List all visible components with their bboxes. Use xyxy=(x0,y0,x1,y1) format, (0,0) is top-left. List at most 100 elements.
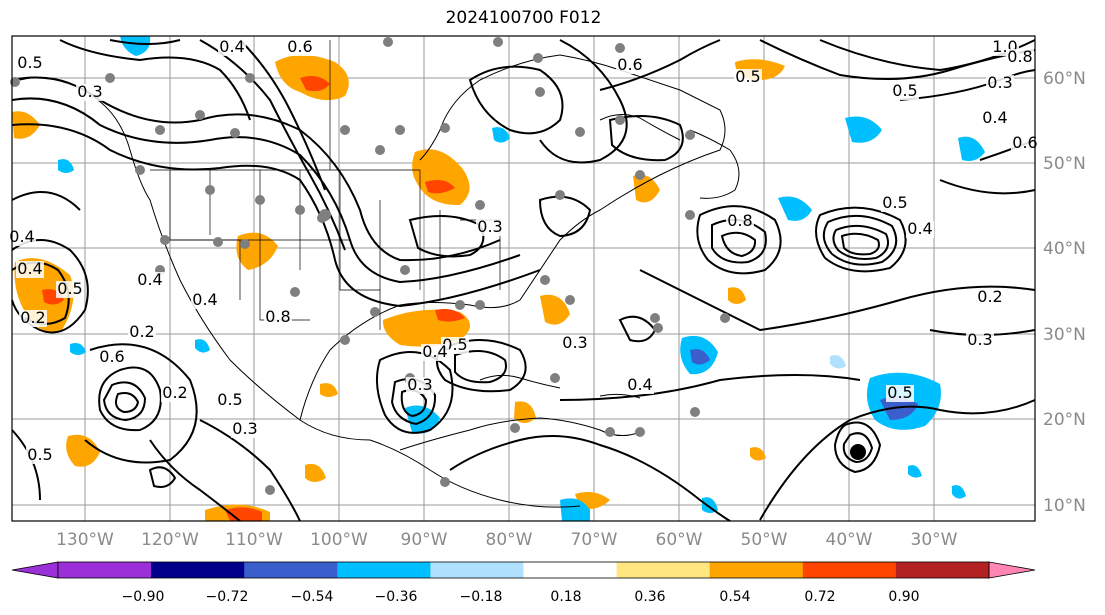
contour-label-background xyxy=(16,261,44,278)
lon-label: 90°W xyxy=(401,530,448,550)
contour-label: 0.2 xyxy=(20,308,45,327)
colorbar-segment xyxy=(616,562,711,578)
contour-label-background xyxy=(264,309,292,326)
contour-label: 0.3 xyxy=(407,375,432,394)
colorbar-tick: 0.54 xyxy=(719,589,750,605)
colorbar-segment xyxy=(895,562,990,578)
colorbar xyxy=(11,561,1036,579)
contour-label-background xyxy=(986,75,1014,92)
contour-label: 0.5 xyxy=(17,53,42,72)
contour-label: 0.3 xyxy=(77,82,102,101)
contour-label-background xyxy=(976,289,1004,306)
lon-label: 130°W xyxy=(56,530,114,550)
contour-label: 0.4 xyxy=(137,270,162,289)
contour-label-background xyxy=(726,213,754,230)
contour-label: 0.6 xyxy=(99,347,124,366)
contour-label: 0.3 xyxy=(232,419,257,438)
contour-label-background xyxy=(161,385,189,402)
contour-label: 0.3 xyxy=(562,333,587,352)
colorbar-tick: 0.72 xyxy=(804,589,835,605)
lat-label: 50°N xyxy=(1043,154,1086,174)
colorbar-segment xyxy=(151,562,245,578)
contour-label-background xyxy=(56,281,84,298)
contour-label-background xyxy=(891,83,919,100)
contour-label-background xyxy=(16,55,44,72)
contour-label: 0.8 xyxy=(1007,47,1032,66)
contour-label-background xyxy=(1006,49,1034,66)
colorbar-tick: −0.36 xyxy=(375,589,418,605)
lat-label: 10°N xyxy=(1043,496,1086,516)
contour-label: 0.4 xyxy=(627,375,652,394)
lat-label: 60°N xyxy=(1043,69,1086,89)
colorbar-tick-labels: −0.90 −0.72 −0.54 −0.36 −0.18 0.18 0.36 … xyxy=(122,589,920,605)
cyclone-center-marker xyxy=(850,444,866,460)
lon-label: 70°W xyxy=(571,530,618,550)
contour-label-background xyxy=(886,385,914,402)
colorbar-segment xyxy=(337,562,431,578)
contour-label-background xyxy=(231,421,259,438)
colorbar-extend-max xyxy=(988,561,1036,579)
lon-label: 100°W xyxy=(310,530,368,550)
contour-label: 0.5 xyxy=(27,445,52,464)
contour-label-group: 0.4 0.60.50.31.00.80.30.40.60.50.60.50.40… xyxy=(8,37,1039,464)
contour-label: 0.6 xyxy=(617,55,642,74)
colorbar-segment xyxy=(58,562,152,578)
contour-label: 0.2 xyxy=(977,287,1002,306)
lon-label: 110°W xyxy=(225,530,283,550)
lon-label: 80°W xyxy=(486,530,533,550)
contour-label-background xyxy=(906,221,934,238)
colorbar-tick: −0.54 xyxy=(291,589,334,605)
contour-label: 0.4 xyxy=(907,219,932,238)
contour-label-background xyxy=(966,332,994,349)
contour-label-background xyxy=(136,272,164,289)
contour-label: 0.2 xyxy=(162,383,187,402)
contour-label-background xyxy=(1011,135,1039,152)
contour-label: 0.3 xyxy=(987,73,1012,92)
colorbar-tick: 0.36 xyxy=(634,589,665,605)
contour-label: 0.3 xyxy=(967,330,992,349)
map-background xyxy=(12,36,1035,521)
contour-label: 0.6 xyxy=(287,37,312,56)
contour-label: 0.5 xyxy=(887,383,912,402)
colorbar-segment xyxy=(430,562,524,578)
contour-label: 0.4 xyxy=(982,108,1007,127)
colorbar-tick: −0.90 xyxy=(122,589,165,605)
lon-label: 30°W xyxy=(911,530,958,550)
colorbar-extend-min xyxy=(11,561,59,579)
contour-label-background xyxy=(406,377,434,394)
lat-label: 20°N xyxy=(1043,410,1086,430)
contour-label-background xyxy=(26,447,54,464)
contour-label: 0.4 xyxy=(9,227,34,246)
contour-label-background xyxy=(476,219,504,236)
contour-label: 0.5 xyxy=(892,81,917,100)
colorbar-segment xyxy=(244,562,338,578)
contour-label-background xyxy=(421,344,449,361)
colorbar-segment xyxy=(802,562,897,578)
contour-label: 0.4 xyxy=(422,342,447,361)
contour-label-background xyxy=(128,324,156,341)
colorbar-tick: 0.90 xyxy=(888,589,919,605)
contour-label: 0.4 xyxy=(219,37,244,56)
contour-label-background xyxy=(98,349,126,366)
lat-label: 40°N xyxy=(1043,239,1086,259)
contour-label: 0.3 xyxy=(477,217,502,236)
contour-lines xyxy=(11,39,1036,522)
lat-label: 30°N xyxy=(1043,325,1086,345)
contour-label: 0.5 xyxy=(217,390,242,409)
contour-label: 0.4 xyxy=(192,290,217,309)
contour-label-background xyxy=(616,57,644,74)
colorbar-tick: −0.18 xyxy=(460,589,503,605)
contour-label: 0.8 xyxy=(265,307,290,326)
latitude-labels: 60°N 50°N 40°N 30°N 20°N 10°N xyxy=(1043,69,1086,516)
map-frame xyxy=(11,35,1036,522)
contour-label-background xyxy=(561,335,589,352)
contour-label-background xyxy=(8,229,36,246)
contour-label: 0.4 xyxy=(17,259,42,278)
contour-label-background xyxy=(626,377,654,394)
contour-label: 0.2 xyxy=(129,322,154,341)
colorbar-border xyxy=(57,561,990,579)
contour-label: 0.5 xyxy=(882,193,907,212)
contour-label-background xyxy=(76,84,104,101)
contour-label-background xyxy=(881,195,909,212)
